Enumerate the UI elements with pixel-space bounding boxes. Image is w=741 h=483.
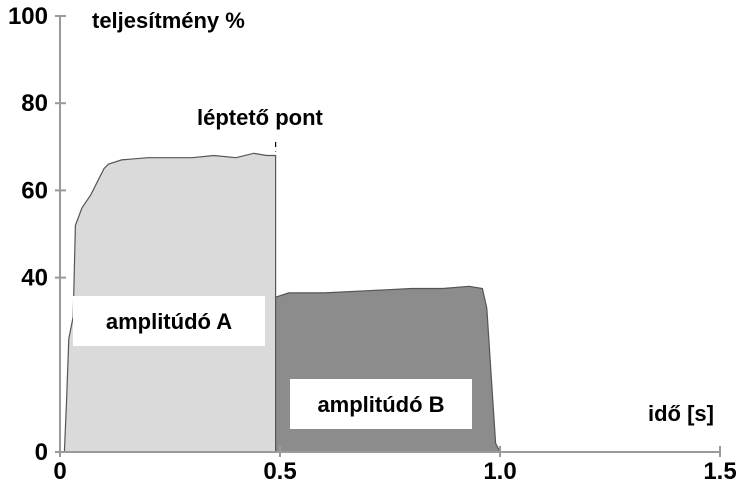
ticks-layer: 0 40 60 80 100 0 0.5 1.0 1.5 xyxy=(8,3,737,483)
x-tick-label: 0.5 xyxy=(263,458,296,483)
region-labels-layer: amplitúdó A amplitúdó B xyxy=(73,296,472,429)
region-label-box xyxy=(290,379,472,429)
y-tick-label: 0 xyxy=(35,439,48,466)
x-tick-label: 0 xyxy=(53,458,66,483)
y-axis-title: teljesítmény % xyxy=(92,8,245,33)
x-axis-title: idő [s] xyxy=(648,401,714,426)
y-tick-label: 80 xyxy=(21,90,48,117)
region-label-a: amplitúdó A xyxy=(106,309,232,334)
x-tick-label: 1.0 xyxy=(483,458,516,483)
y-tick-label: 100 xyxy=(8,3,48,30)
y-tick-label: 40 xyxy=(21,265,48,292)
region-label-box xyxy=(73,296,265,346)
y-tick-label: 60 xyxy=(21,177,48,204)
step-point-label: léptető pont xyxy=(197,105,324,130)
region-label-b: amplitúdó B xyxy=(317,392,444,417)
x-tick-label: 1.5 xyxy=(703,458,736,483)
